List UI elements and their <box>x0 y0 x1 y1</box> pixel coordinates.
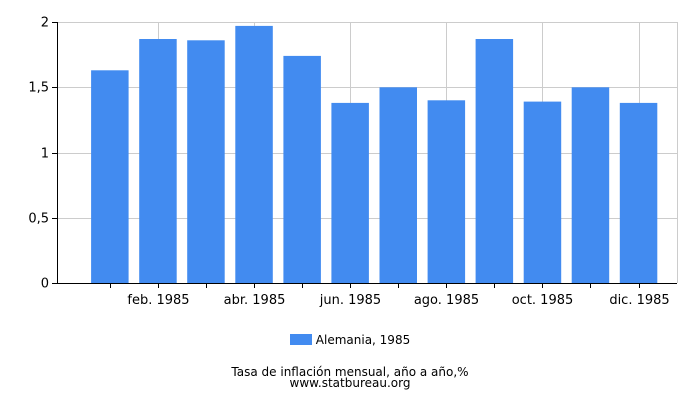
bar-oct-1985 <box>523 101 562 283</box>
bar-sep-1985 <box>475 39 514 283</box>
bar-may-1985 <box>283 55 321 284</box>
bar-jun-1985 <box>331 102 369 284</box>
bar-ago-1985 <box>427 100 466 283</box>
y-tick-label: 1,5 <box>28 81 49 96</box>
x-tick-label: oct. 1985 <box>512 293 574 308</box>
y-tick-label: 1 <box>41 147 49 162</box>
bar-ene-1985 <box>91 70 129 283</box>
y-tick-label: 0,5 <box>28 212 49 227</box>
legend-swatch <box>289 334 312 345</box>
bar-feb-1985 <box>139 39 177 283</box>
y-tick-label: 0 <box>41 277 49 292</box>
bar-mar-1985 <box>187 40 225 283</box>
bar-abr-1985 <box>235 25 273 284</box>
chart-caption: Tasa de inflación mensual, año a año,% <box>231 365 469 379</box>
bar-dic-1985 <box>619 102 658 284</box>
x-tick-label: jun. 1985 <box>319 293 381 308</box>
source-url: www.statbureau.org <box>289 376 411 390</box>
legend: Alemania, 1985 <box>0 333 700 347</box>
bar-jul-1985 <box>379 87 417 284</box>
legend-label: Alemania, 1985 <box>315 333 411 347</box>
bar-nov-1985 <box>571 87 610 284</box>
x-tick-label: dic. 1985 <box>609 293 669 308</box>
y-tick-label: 2 <box>41 16 49 31</box>
x-tick-label: feb. 1985 <box>127 293 189 308</box>
x-tick-label: abr. 1985 <box>224 293 286 308</box>
x-tick-label: ago. 1985 <box>414 293 479 308</box>
